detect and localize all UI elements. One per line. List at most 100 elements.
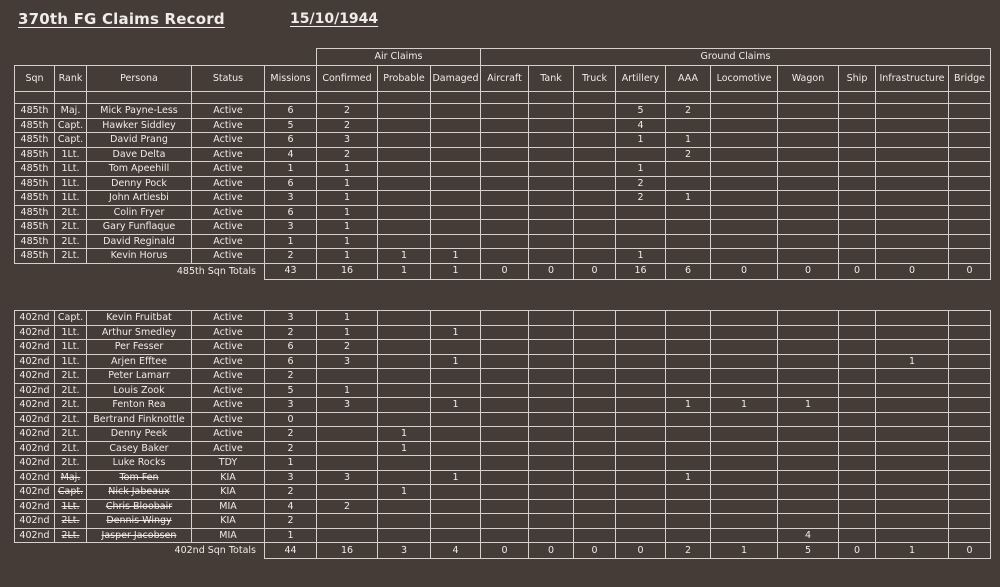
cell-probable <box>377 324 431 340</box>
cell-persona: Denny Pock <box>86 175 192 191</box>
cell-rank: 2Lt. <box>54 527 87 543</box>
cell-confirmed <box>316 411 378 427</box>
cell-aaa: 2 <box>665 103 711 119</box>
cell-tank <box>528 310 574 326</box>
totals-label: 402nd Sqn Totals <box>174 545 256 556</box>
cell-missions: 2 <box>264 324 317 340</box>
cell-ship <box>838 368 876 384</box>
cell-truck <box>573 175 616 191</box>
cell-aircraft <box>480 117 529 133</box>
cell-wagon <box>777 161 839 177</box>
cell-ship <box>838 339 876 355</box>
cell-truck <box>573 527 616 543</box>
cell-ship <box>838 175 876 191</box>
total-ship: 0 <box>838 542 876 559</box>
cell-bridge <box>948 426 991 442</box>
cell-bridge <box>948 469 991 485</box>
cell-infrastructure: 1 <box>875 353 949 369</box>
column-header-row: Sqn Rank Persona Status Missions Confirmed Pro… <box>14 65 991 92</box>
cell-aaa: 1 <box>665 469 711 485</box>
cell-tank <box>528 146 574 162</box>
cell-damaged <box>430 498 481 514</box>
cell-aircraft <box>480 219 529 235</box>
cell-rank: 2Lt. <box>54 219 87 235</box>
total-probable: 1 <box>377 262 431 280</box>
col-header-status: Status <box>191 65 265 92</box>
cell-tank <box>528 190 574 206</box>
cell-truck <box>573 233 616 249</box>
total-bridge: 0 <box>948 262 991 280</box>
cell-wagon <box>777 484 839 500</box>
cell-damaged <box>430 310 481 326</box>
cell-tank <box>528 411 574 427</box>
cell-damaged <box>430 219 481 235</box>
cell-aircraft <box>480 233 529 249</box>
cell-damaged <box>430 527 481 543</box>
cell-artillery <box>615 455 666 471</box>
cell-infrastructure <box>875 190 949 206</box>
cell-rank: 2Lt. <box>54 233 87 249</box>
cell-bridge <box>948 310 991 326</box>
cell-aircraft <box>480 498 529 514</box>
col-header-artillery: Artillery <box>615 65 666 92</box>
cell-aaa <box>665 204 711 220</box>
total-probable: 3 <box>377 542 431 559</box>
cell-confirmed: 1 <box>316 248 378 264</box>
cell-probable <box>377 219 431 235</box>
cell-artillery <box>615 146 666 162</box>
spacer-cell <box>430 91 481 104</box>
cell-persona: Chris Bloobair <box>86 498 192 514</box>
cell-truck <box>573 411 616 427</box>
pilot-row: 485th Capt. Hawker Siddley Active 5 2 4 <box>14 117 991 133</box>
group-header-air-claims: Air Claims <box>316 48 481 66</box>
cell-confirmed <box>316 368 378 384</box>
cell-truck <box>573 426 616 442</box>
cell-artillery <box>615 469 666 485</box>
pilot-row: 402nd 2Lt. Luke Rocks TDY 1 <box>14 455 991 471</box>
cell-locomotive <box>710 248 778 264</box>
cell-truck <box>573 324 616 340</box>
cell-sqn: 485th <box>14 248 55 264</box>
cell-ship <box>838 103 876 119</box>
cell-damaged <box>430 233 481 249</box>
cell-damaged <box>430 368 481 384</box>
cell-bridge <box>948 440 991 456</box>
cell-probable <box>377 382 431 398</box>
cell-missions: 2 <box>264 426 317 442</box>
cell-aaa <box>665 219 711 235</box>
col-header-missions: Missions <box>264 65 317 92</box>
cell-confirmed: 1 <box>316 190 378 206</box>
cell-locomotive <box>710 469 778 485</box>
cell-missions: 5 <box>264 382 317 398</box>
group-header-spacer <box>15 49 317 66</box>
cell-infrastructure <box>875 132 949 148</box>
cell-infrastructure <box>875 469 949 485</box>
cell-persona: Casey Baker <box>86 440 192 456</box>
cell-missions: 2 <box>264 368 317 384</box>
cell-aaa <box>665 339 711 355</box>
cell-bridge <box>948 484 991 500</box>
cell-confirmed: 2 <box>316 146 378 162</box>
cell-bridge <box>948 219 991 235</box>
col-header-sqn: Sqn <box>14 65 55 92</box>
cell-wagon: 1 <box>777 397 839 413</box>
cell-missions: 2 <box>264 513 317 529</box>
total-truck: 0 <box>573 262 616 280</box>
cell-bridge <box>948 527 991 543</box>
cell-tank <box>528 527 574 543</box>
cell-probable: 1 <box>377 426 431 442</box>
cell-sqn: 485th <box>14 219 55 235</box>
group-header-ground-claims: Ground Claims <box>480 48 991 66</box>
cell-bridge <box>948 161 991 177</box>
cell-damaged <box>430 426 481 442</box>
spacer-cell <box>573 91 616 104</box>
col-header-bridge: Bridge <box>948 65 991 92</box>
pilot-row: 402nd 1Lt. Arthur Smedley Active 2 1 1 <box>14 324 991 340</box>
cell-aaa <box>665 310 711 326</box>
spacer-cell <box>86 91 192 104</box>
total-bridge: 0 <box>948 542 991 559</box>
cell-wagon <box>777 426 839 442</box>
cell-wagon <box>777 146 839 162</box>
cell-missions: 3 <box>264 469 317 485</box>
cell-artillery: 2 <box>615 175 666 191</box>
